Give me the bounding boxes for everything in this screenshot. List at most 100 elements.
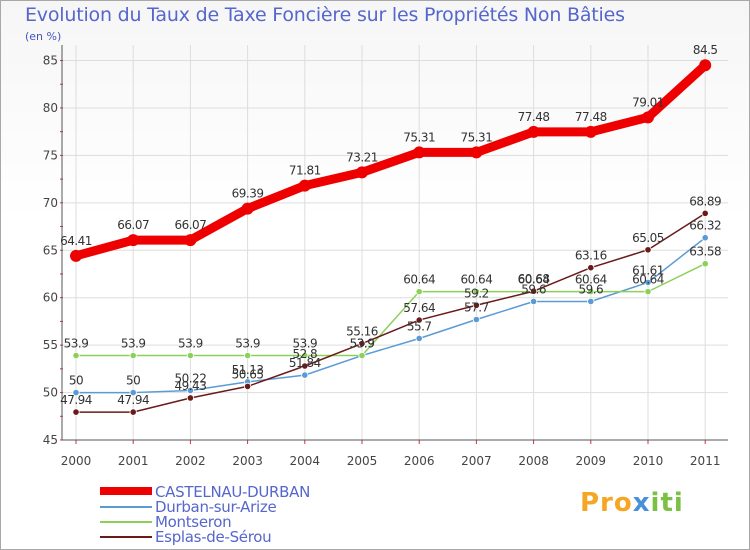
- y-tick-label: 55: [43, 338, 58, 352]
- x-tick-label: 2003: [232, 454, 263, 468]
- data-point: [644, 278, 652, 287]
- legend-swatch-castelnau: [100, 487, 152, 495]
- y-tick-label: 50: [43, 386, 58, 400]
- data-point: [472, 315, 480, 324]
- series-line: [75, 212, 706, 413]
- data-label: 59.2: [464, 286, 489, 300]
- logo-part: iti: [650, 488, 684, 518]
- data-point: [472, 288, 480, 296]
- data-point: [529, 287, 538, 295]
- data-label: 66.32: [689, 219, 721, 233]
- data-point: [470, 146, 483, 159]
- data-label: 77.48: [575, 110, 607, 124]
- data-label: 75.31: [403, 130, 435, 144]
- data-label: 53.9: [350, 337, 375, 351]
- data-label: 55.7: [407, 319, 432, 333]
- legend-label: Montseron: [155, 513, 232, 531]
- proxiti-logo: Proxiti: [580, 488, 684, 518]
- data-point: [127, 234, 140, 247]
- x-tick-label: 2000: [61, 454, 92, 468]
- data-point: [415, 334, 423, 343]
- data-point: [699, 59, 712, 72]
- legend-swatch-durban: [100, 506, 152, 508]
- data-point: [584, 125, 597, 138]
- data-point: [301, 371, 309, 379]
- data-label: 57.64: [403, 301, 435, 315]
- data-point: [186, 386, 194, 395]
- data-label: 79.01: [632, 95, 664, 109]
- series-line: [75, 236, 706, 394]
- data-label: 63.16: [575, 249, 607, 263]
- y-tick-label: 45: [43, 433, 58, 447]
- data-point: [415, 288, 423, 296]
- data-point: [587, 297, 595, 306]
- data-label: 50.22: [174, 371, 206, 385]
- legend-swatch-montseron: [100, 521, 152, 523]
- y-tick-label: 75: [43, 148, 58, 162]
- data-point: [298, 179, 311, 192]
- data-label: 50: [126, 374, 140, 388]
- data-label: 53.9: [64, 337, 89, 351]
- data-point: [72, 388, 80, 397]
- data-label: 66.07: [174, 218, 206, 232]
- data-point: [129, 388, 137, 397]
- data-label: 69.39: [232, 187, 264, 201]
- y-axis-unit: (en %): [25, 30, 62, 43]
- x-tick-label: 2006: [404, 454, 435, 468]
- data-label: 59.6: [578, 282, 603, 296]
- x-tick-label: 2001: [118, 454, 149, 468]
- data-point: [527, 125, 540, 138]
- x-tick-label: 2004: [290, 454, 321, 468]
- data-label: 73.21: [346, 150, 378, 164]
- legend-swatch-esplas: [100, 536, 152, 538]
- data-point: [70, 249, 82, 262]
- data-label: 49.43: [174, 379, 206, 393]
- data-point: [301, 362, 309, 370]
- data-labels: 64.41 66.07 66.07 69.39 71.81 73.21 75.31 75.31…: [60, 43, 722, 407]
- data-label: 53.9: [121, 337, 146, 351]
- legend-label: Esplas-de-Sérou: [155, 528, 272, 546]
- data-label: 53.9: [292, 337, 317, 351]
- data-point: [72, 408, 80, 416]
- series-line: [75, 262, 706, 357]
- data-label: 47.94: [117, 393, 149, 407]
- data-label: 71.81: [289, 164, 321, 178]
- data-label: 52.8: [292, 347, 317, 361]
- x-tick-label: 2007: [461, 454, 492, 468]
- data-point: [644, 288, 652, 296]
- data-label: 57.7: [464, 301, 489, 315]
- data-point: [358, 351, 366, 360]
- data-label: 53.9: [178, 337, 203, 351]
- data-point: [701, 209, 709, 217]
- data-label: 64.41: [60, 234, 92, 248]
- data-label: 65.05: [632, 231, 664, 245]
- data-label: 68.89: [689, 194, 721, 208]
- data-label: 50.65: [232, 367, 264, 381]
- data-label: 55.16: [346, 325, 378, 339]
- data-label: 60.64: [632, 273, 664, 287]
- x-tick-label: 2010: [633, 454, 664, 468]
- data-point: [301, 351, 309, 360]
- data-point: [644, 246, 652, 254]
- data-point: [415, 316, 423, 324]
- data-label: 84.5: [693, 43, 718, 57]
- data-label: 61.61: [632, 263, 664, 277]
- series-layer: [70, 59, 712, 416]
- data-point: [587, 264, 595, 272]
- data-point: [529, 297, 538, 306]
- data-point: [129, 351, 137, 360]
- logo-part: Pro: [580, 488, 633, 518]
- data-label: 51.84: [289, 356, 321, 370]
- data-label: 47.94: [60, 393, 92, 407]
- data-point: [472, 301, 480, 309]
- x-tick-label: 2005: [347, 454, 378, 468]
- y-tick-label: 60: [43, 291, 58, 305]
- data-point: [701, 234, 709, 242]
- data-point: [72, 351, 80, 360]
- y-tick-label: 85: [43, 54, 58, 68]
- data-point: [129, 408, 137, 416]
- data-point: [358, 340, 366, 348]
- data-point: [184, 234, 197, 247]
- data-label: 66.07: [117, 218, 149, 232]
